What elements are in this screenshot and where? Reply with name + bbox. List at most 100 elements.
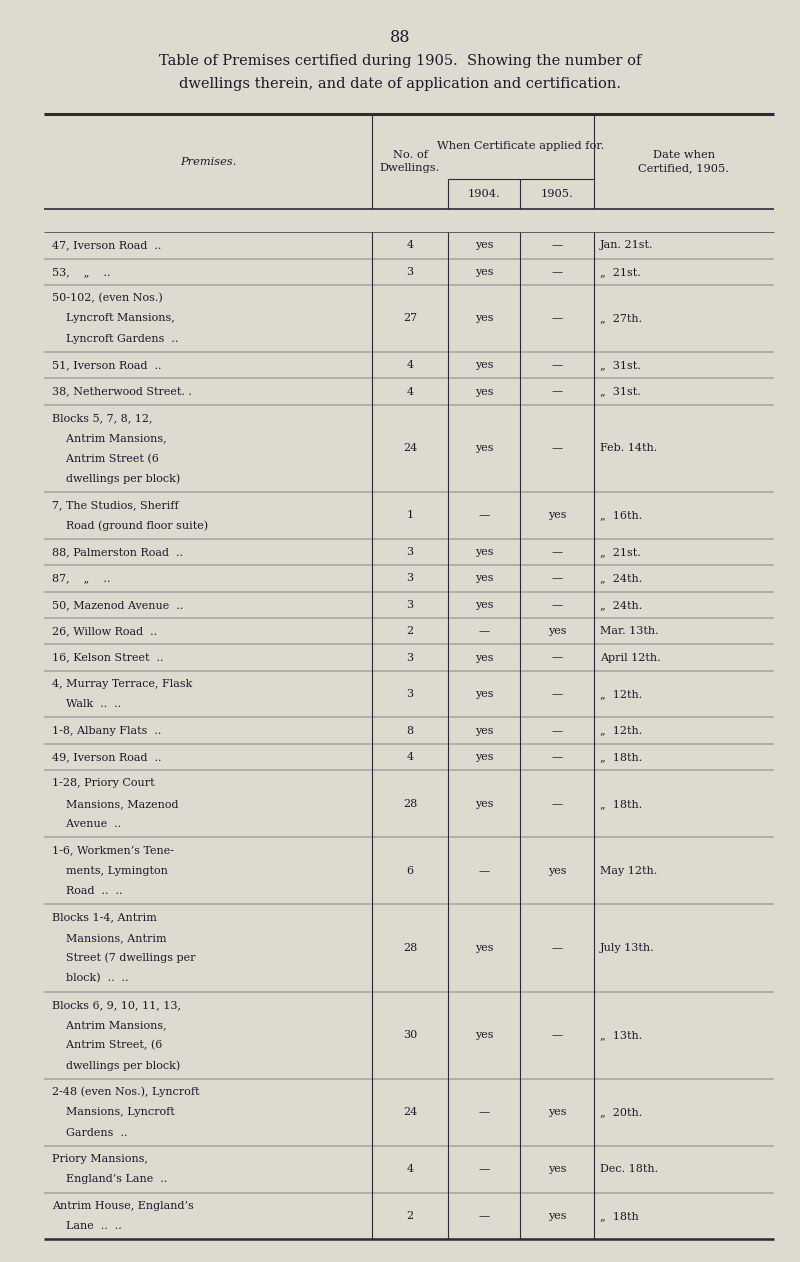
Text: 88: 88 [390, 29, 410, 45]
Text: Priory Mansions,: Priory Mansions, [52, 1153, 148, 1164]
Text: yes: yes [474, 546, 494, 557]
Text: —: — [551, 726, 562, 736]
Text: Premises.: Premises. [180, 156, 236, 167]
Text: Mansions, Lyncroft: Mansions, Lyncroft [52, 1107, 174, 1117]
Text: Antrim Street (6: Antrim Street (6 [52, 453, 159, 463]
Text: —: — [551, 386, 562, 396]
Text: —: — [478, 1212, 490, 1220]
Text: —: — [478, 510, 490, 520]
Text: „  27th.: „ 27th. [600, 313, 642, 323]
Text: 4: 4 [406, 240, 414, 250]
Text: yes: yes [474, 360, 494, 370]
Text: —: — [551, 573, 562, 583]
Text: 26, Willow Road  ..: 26, Willow Road .. [52, 626, 157, 636]
Text: —: — [551, 266, 562, 276]
Text: 49, Iverson Road  ..: 49, Iverson Road .. [52, 752, 162, 762]
Text: block)  ..  ..: block) .. .. [52, 973, 129, 983]
Text: —: — [478, 866, 490, 876]
Text: 2: 2 [406, 1212, 414, 1220]
Text: Dec. 18th.: Dec. 18th. [600, 1165, 658, 1174]
Text: dwellings per block): dwellings per block) [52, 1060, 180, 1071]
Text: July 13th.: July 13th. [600, 943, 654, 953]
Text: 3: 3 [406, 689, 414, 699]
Text: Antrim Street, (6: Antrim Street, (6 [52, 1040, 162, 1050]
Text: Feb. 14th.: Feb. 14th. [600, 443, 658, 453]
Text: ments, Lymington: ments, Lymington [52, 866, 168, 876]
Text: yes: yes [547, 510, 566, 520]
Text: 4: 4 [406, 1165, 414, 1174]
Text: 3: 3 [406, 573, 414, 583]
Text: —: — [551, 752, 562, 762]
Text: 2: 2 [406, 626, 414, 636]
Text: —: — [551, 599, 562, 610]
Text: 2-48 (even Nos.), Lyncroft: 2-48 (even Nos.), Lyncroft [52, 1087, 199, 1098]
Text: „  21st.: „ 21st. [600, 266, 641, 276]
Text: yes: yes [547, 1107, 566, 1117]
Text: yes: yes [474, 573, 494, 583]
Text: „  21st.: „ 21st. [600, 546, 641, 557]
Text: 28: 28 [403, 799, 417, 809]
Text: Mar. 13th.: Mar. 13th. [600, 626, 658, 636]
Text: 3: 3 [406, 266, 414, 276]
Text: 7, The Studios, Sheriff: 7, The Studios, Sheriff [52, 500, 178, 510]
Text: yes: yes [474, 752, 494, 762]
Text: yes: yes [474, 1030, 494, 1040]
Text: 27: 27 [403, 313, 417, 323]
Text: yes: yes [547, 866, 566, 876]
Text: Blocks 6, 9, 10, 11, 13,: Blocks 6, 9, 10, 11, 13, [52, 1000, 181, 1010]
Text: „  20th.: „ 20th. [600, 1107, 642, 1117]
Text: Blocks 1-4, Antrim: Blocks 1-4, Antrim [52, 912, 157, 923]
Text: —: — [478, 1165, 490, 1174]
Text: Jan. 21st.: Jan. 21st. [600, 240, 654, 250]
Text: dwellings therein, and date of application and certification.: dwellings therein, and date of applicati… [179, 77, 621, 91]
Text: Mansions, Antrim: Mansions, Antrim [52, 933, 166, 943]
Text: „  31st.: „ 31st. [600, 386, 641, 396]
Text: Street (7 dwellings per: Street (7 dwellings per [52, 953, 195, 963]
Text: 1-6, Workmen’s Tene-: 1-6, Workmen’s Tene- [52, 846, 174, 856]
Text: 4: 4 [406, 386, 414, 396]
Text: yes: yes [474, 443, 494, 453]
Text: Date when
Certified, 1905.: Date when Certified, 1905. [638, 150, 730, 173]
Text: 30: 30 [403, 1030, 417, 1040]
Text: 3: 3 [406, 652, 414, 663]
Text: yes: yes [474, 266, 494, 276]
Text: No. of
Dwellings.: No. of Dwellings. [380, 150, 440, 173]
Text: 3: 3 [406, 599, 414, 610]
Text: yes: yes [547, 1212, 566, 1220]
Text: yes: yes [474, 943, 494, 953]
Text: Table of Premises certified during 1905.  Showing the number of: Table of Premises certified during 1905.… [159, 54, 641, 68]
Text: —: — [551, 1030, 562, 1040]
Text: Antrim Mansions,: Antrim Mansions, [52, 433, 166, 443]
Text: yes: yes [474, 240, 494, 250]
Text: 8: 8 [406, 726, 414, 736]
Text: —: — [551, 943, 562, 953]
Text: —: — [551, 240, 562, 250]
Text: „  18th.: „ 18th. [600, 799, 642, 809]
Text: 1904.: 1904. [468, 189, 500, 199]
Text: Road  ..  ..: Road .. .. [52, 886, 122, 896]
Text: yes: yes [474, 652, 494, 663]
Text: 50, Mazenod Avenue  ..: 50, Mazenod Avenue .. [52, 599, 183, 610]
Text: Antrim House, England’s: Antrim House, England’s [52, 1200, 194, 1210]
Text: —: — [551, 652, 562, 663]
Text: „  18th: „ 18th [600, 1212, 638, 1220]
Text: Lyncroft Gardens  ..: Lyncroft Gardens .. [52, 334, 178, 343]
Text: 4: 4 [406, 360, 414, 370]
Text: Mansions, Mazenod: Mansions, Mazenod [52, 799, 178, 809]
Text: yes: yes [474, 726, 494, 736]
Text: Blocks 5, 7, 8, 12,: Blocks 5, 7, 8, 12, [52, 413, 153, 423]
Text: 4: 4 [406, 752, 414, 762]
Text: April 12th.: April 12th. [600, 652, 661, 663]
Text: „  16th.: „ 16th. [600, 510, 642, 520]
Text: England’s Lane  ..: England’s Lane .. [52, 1175, 167, 1185]
Text: yes: yes [474, 599, 494, 610]
Text: yes: yes [474, 313, 494, 323]
Text: —: — [551, 546, 562, 557]
Text: 38, Netherwood Street. .: 38, Netherwood Street. . [52, 386, 192, 396]
Text: 50-102, (even Nos.): 50-102, (even Nos.) [52, 293, 162, 303]
Text: May 12th.: May 12th. [600, 866, 658, 876]
Text: 88, Palmerston Road  ..: 88, Palmerston Road .. [52, 546, 183, 557]
Text: 1: 1 [406, 510, 414, 520]
Text: 24: 24 [403, 443, 417, 453]
Text: —: — [551, 443, 562, 453]
